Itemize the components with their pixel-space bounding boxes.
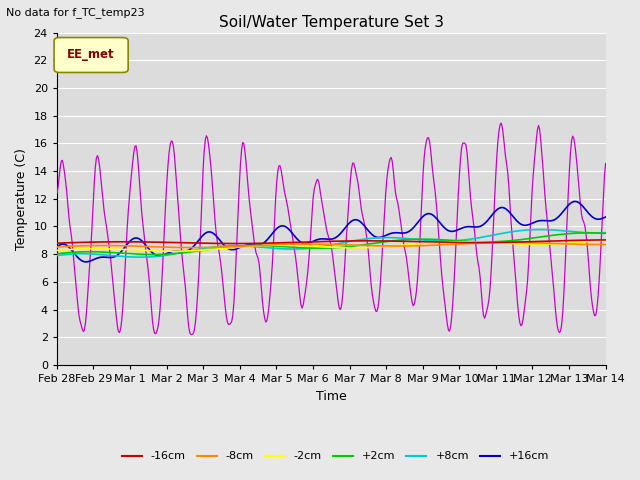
-16cm [231, 240, 239, 246]
+64cm [602, 161, 609, 167]
-16cm [504, 240, 511, 245]
+2cm [504, 238, 511, 244]
Line: +8cm: +8cm [57, 229, 605, 257]
-2cm [602, 237, 609, 243]
-8cm [351, 242, 358, 248]
+8cm [136, 254, 144, 260]
+64cm [318, 199, 326, 204]
+8cm [504, 229, 511, 235]
+64cm [497, 120, 505, 126]
+2cm [315, 245, 323, 251]
-2cm [381, 244, 388, 250]
+16cm [504, 207, 511, 213]
-2cm [351, 245, 358, 251]
+16cm [315, 237, 323, 242]
-8cm [506, 240, 514, 245]
-16cm [381, 238, 388, 244]
+16cm [381, 233, 388, 239]
-8cm [318, 241, 326, 247]
-16cm [351, 238, 358, 244]
+2cm [602, 230, 609, 236]
-8cm [381, 243, 388, 249]
-8cm [53, 244, 61, 250]
+8cm [315, 244, 323, 250]
+64cm [351, 165, 358, 170]
+8cm [591, 230, 598, 236]
FancyBboxPatch shape [54, 37, 128, 72]
+8cm [53, 253, 61, 259]
+64cm [315, 179, 323, 184]
-2cm [504, 240, 511, 246]
-8cm [591, 241, 598, 247]
-8cm [191, 245, 198, 251]
-2cm [315, 244, 323, 250]
+16cm [83, 259, 90, 265]
Title: Soil/Water Temperature Set 3: Soil/Water Temperature Set 3 [219, 15, 444, 30]
-2cm [168, 248, 175, 254]
+8cm [381, 235, 388, 240]
+64cm [505, 183, 513, 189]
-16cm [53, 240, 61, 246]
-16cm [589, 237, 597, 243]
+2cm [591, 230, 598, 236]
-16cm [602, 237, 609, 243]
-8cm [315, 241, 323, 247]
Text: EE_met: EE_met [67, 48, 115, 61]
+8cm [536, 227, 543, 232]
+16cm [53, 244, 61, 250]
+2cm [381, 239, 388, 245]
+64cm [188, 332, 196, 337]
+2cm [586, 230, 593, 236]
+16cm [571, 199, 579, 204]
-16cm [315, 239, 323, 244]
Line: +16cm: +16cm [57, 202, 605, 262]
Text: No data for f_TC_temp23: No data for f_TC_temp23 [6, 7, 145, 18]
+16cm [591, 216, 598, 221]
Line: -16cm: -16cm [57, 240, 605, 243]
+64cm [591, 313, 598, 319]
+16cm [602, 214, 609, 220]
Line: +2cm: +2cm [57, 233, 605, 254]
X-axis label: Time: Time [316, 390, 347, 403]
+16cm [318, 236, 326, 242]
+8cm [602, 230, 609, 236]
-16cm [318, 239, 326, 244]
-2cm [589, 238, 597, 244]
+16cm [351, 217, 358, 223]
+2cm [150, 252, 157, 257]
-8cm [504, 240, 511, 245]
+2cm [351, 243, 358, 249]
Line: -2cm: -2cm [57, 240, 605, 251]
Line: -8cm: -8cm [57, 242, 605, 248]
+64cm [53, 191, 61, 197]
Y-axis label: Temperature (C): Temperature (C) [15, 148, 28, 250]
+8cm [318, 244, 326, 250]
Line: +64cm: +64cm [57, 123, 605, 335]
+8cm [351, 238, 358, 243]
-8cm [602, 241, 609, 247]
+2cm [318, 245, 326, 251]
+64cm [381, 208, 388, 214]
-2cm [318, 244, 326, 250]
-2cm [53, 248, 61, 253]
+2cm [53, 251, 61, 257]
